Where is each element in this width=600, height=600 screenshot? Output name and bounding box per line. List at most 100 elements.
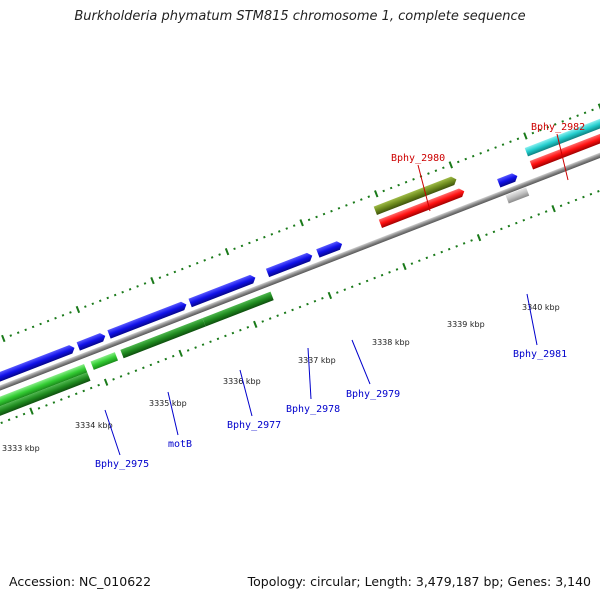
gene-feature[interactable] (497, 172, 519, 188)
gene-feature[interactable] (188, 273, 257, 308)
minor-tick (537, 213, 540, 216)
gene-feature-red[interactable] (529, 130, 600, 170)
minor-tick (425, 256, 429, 260)
minor-tick (82, 389, 86, 393)
minor-tick (209, 340, 212, 344)
minor-tick (52, 401, 56, 404)
minor-tick (233, 247, 236, 251)
minor-tick (91, 302, 95, 306)
minor-tick (276, 314, 279, 317)
topology-summary: Topology: circular; Length: 3,479,187 bp… (247, 574, 591, 589)
minor-tick (471, 154, 475, 158)
minor-tick (224, 334, 227, 338)
minor-tick (173, 270, 177, 274)
gene-label-bphy-2975[interactable]: Bphy_2975 (95, 459, 149, 470)
minor-tick (201, 343, 205, 346)
minor-tick (470, 239, 473, 242)
gene-feature[interactable] (107, 300, 188, 339)
gene-feature-red[interactable] (378, 187, 466, 229)
minor-tick (427, 172, 430, 175)
gene-feature[interactable] (0, 363, 88, 412)
minor-tick (157, 360, 160, 364)
gene-label-bphy-2981[interactable]: Bphy_2981 (513, 349, 567, 360)
minor-tick (240, 244, 244, 248)
minor-tick (345, 204, 348, 207)
tick-label: 3340 kbp (522, 303, 560, 312)
minor-tick (522, 218, 526, 222)
minor-tick (559, 204, 563, 208)
minor-tick (248, 241, 251, 245)
gene-feature-olive[interactable] (373, 175, 458, 215)
minor-tick (358, 282, 361, 286)
gene-feature[interactable] (0, 344, 76, 390)
gene-label-motb[interactable]: motB (168, 439, 192, 450)
minor-tick (69, 311, 72, 314)
minor-tick (112, 378, 115, 381)
major-tick (374, 190, 379, 198)
minor-tick (203, 259, 206, 262)
chromosome-backbone (0, 139, 600, 398)
minor-tick (195, 261, 199, 265)
gene-feature[interactable] (0, 372, 91, 420)
gene-label-bphy-2977[interactable]: Bphy_2977 (227, 420, 281, 431)
minor-tick (485, 233, 488, 236)
minor-tick (589, 192, 593, 196)
minor-tick (268, 317, 272, 320)
minor-tick (128, 287, 132, 291)
minor-tick (464, 157, 468, 161)
minor-tick (261, 320, 265, 323)
major-tick (1, 334, 6, 343)
minor-tick (98, 299, 102, 303)
gene-feature[interactable] (316, 240, 343, 258)
minor-tick (216, 337, 220, 341)
minor-tick (440, 250, 444, 254)
gene-feature[interactable] (76, 332, 107, 351)
gene-feature[interactable] (265, 251, 314, 278)
minor-tick (509, 140, 512, 144)
gene-label-bphy-2979[interactable]: Bphy_2979 (346, 389, 400, 400)
minor-tick (7, 418, 11, 422)
minor-tick (255, 238, 259, 242)
major-tick (299, 219, 304, 227)
minor-tick (494, 146, 497, 149)
minor-tick (568, 117, 572, 120)
forward-strand-features (0, 172, 519, 390)
minor-tick (119, 375, 123, 378)
minor-tick (462, 242, 466, 245)
minor-tick (134, 369, 138, 372)
minor-tick (486, 149, 490, 152)
gene-feature-grey[interactable] (505, 187, 530, 204)
gene-label-bphy-2982[interactable]: Bphy_2982 (531, 122, 585, 133)
gene-feature-cyan[interactable] (524, 117, 600, 157)
minor-tick (389, 186, 393, 190)
minor-tick (516, 137, 520, 141)
gene-label-bphy-2980[interactable]: Bphy_2980 (391, 153, 445, 164)
minor-tick (45, 404, 48, 407)
tick-labels: 3333 kbp 3334 kbp 3335 kbp 3336 kbp 3337… (2, 303, 560, 453)
minor-tick (31, 325, 35, 329)
minor-tick (218, 253, 221, 256)
minor-tick (283, 311, 287, 315)
minor-tick (16, 331, 20, 334)
minor-tick (447, 247, 451, 251)
minor-tick (127, 372, 130, 375)
minor-tick (277, 230, 281, 233)
reverse-strand-features (0, 291, 274, 420)
tick-label: 3335 kbp (149, 399, 187, 408)
accession-text: Accession: NC_010622 (9, 574, 152, 589)
tick-label: 3333 kbp (2, 444, 40, 453)
minor-tick (292, 224, 296, 227)
gene-feature[interactable] (120, 318, 206, 359)
gene-feature[interactable] (90, 352, 119, 370)
gene-feature[interactable] (202, 291, 274, 327)
minor-tick (188, 264, 192, 268)
minor-tick (501, 143, 505, 146)
minor-tick (591, 108, 594, 112)
gene-label-bphy-2978[interactable]: Bphy_2978 (286, 404, 340, 415)
minor-tick (567, 201, 570, 205)
minor-tick (515, 221, 518, 225)
minor-tick (507, 224, 511, 228)
major-tick (448, 161, 454, 169)
